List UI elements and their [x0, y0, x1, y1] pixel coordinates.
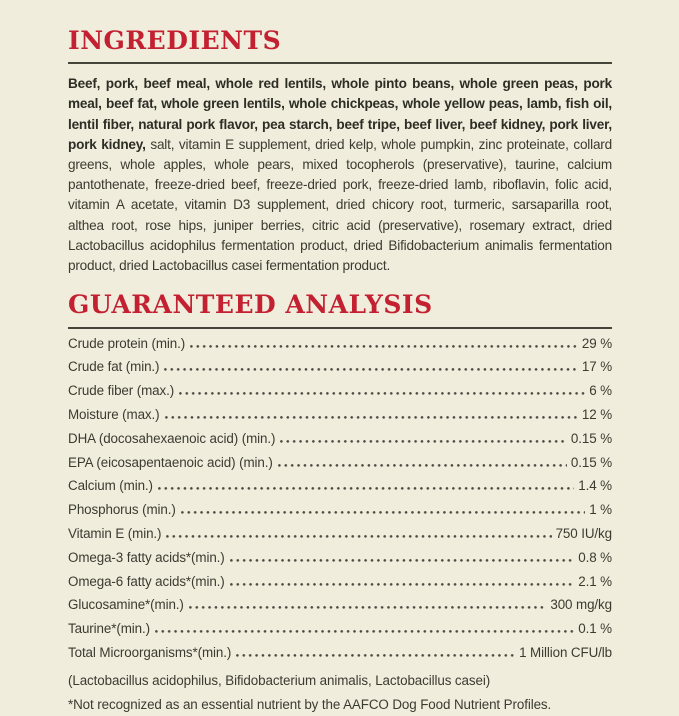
- row-label: Crude fat (min.): [68, 359, 160, 375]
- dot-leader: [190, 344, 578, 348]
- ingredients-regular-part: salt, vitamin E supplement, dried kelp, …: [68, 136, 612, 274]
- row-value: 1 Million CFU/lb: [519, 644, 612, 660]
- ingredients-bold-part: Beef, pork, beef meal, whole red lentils…: [68, 76, 612, 152]
- analysis-footnote: *Not recognized as an essential nutrient…: [68, 696, 552, 712]
- table-row: Crude fat (min.) 17 %: [68, 359, 612, 383]
- row-label: Taurine*(min.): [68, 621, 150, 637]
- row-label: Glucosamine*(min.): [68, 597, 184, 613]
- dot-leader: [236, 653, 516, 657]
- analysis-rule: [68, 326, 612, 329]
- table-row: DHA (docosahexaenoic acid) (min.) 0.15 %: [68, 431, 612, 455]
- dot-leader: [180, 511, 586, 515]
- dot-leader: [229, 582, 575, 586]
- table-row: EPA (eicosapentaenoic acid) (min.) 0.15 %: [68, 455, 612, 479]
- row-value: 0.15 %: [570, 454, 612, 470]
- row-value: 12 %: [581, 406, 612, 422]
- row-label: Total Microorganisms*(min.): [68, 644, 232, 660]
- row-value: 0.1 %: [578, 621, 612, 637]
- row-label: Phosphorus (min.): [68, 502, 176, 518]
- table-row: Taurine*(min.) 0.1 %: [68, 621, 612, 645]
- row-value: 0.15 %: [570, 430, 612, 446]
- dot-leader: [166, 534, 552, 538]
- table-row: Phosphorus (min.) 1 %: [68, 502, 612, 526]
- row-label: Omega-6 fatty acids*(min.): [68, 573, 225, 589]
- row-label: Crude protein (min.): [68, 335, 186, 351]
- row-value: 0.8 %: [578, 549, 612, 565]
- analysis-title: GUARANTEED ANALYSIS: [68, 290, 433, 320]
- ingredients-section: INGREDIENTS Beef, pork, beef meal, whole…: [68, 26, 612, 276]
- row-value: 300 mg/kg: [550, 597, 612, 613]
- row-label: EPA (eicosapentaenoic acid) (min.): [68, 454, 273, 470]
- dot-leader: [277, 463, 567, 467]
- dot-leader: [154, 630, 575, 634]
- dot-leader: [164, 368, 578, 372]
- row-value: 17 %: [581, 359, 612, 375]
- row-label: Omega-3 fatty acids*(min.): [68, 549, 225, 565]
- row-value: 6 %: [589, 383, 612, 399]
- table-row: Total Microorganisms*(min.) 1 Million CFU…: [68, 645, 612, 669]
- row-label: Calcium (min.): [68, 478, 153, 494]
- table-row: Moisture (max.) 12 %: [68, 407, 612, 431]
- row-value: 29 %: [581, 335, 612, 351]
- guaranteed-analysis-section: GUARANTEED ANALYSIS Crude protein (min.)…: [68, 292, 612, 716]
- dot-leader: [229, 558, 575, 562]
- dot-leader: [188, 606, 547, 610]
- table-row: Crude protein (min.) 29 %: [68, 336, 612, 360]
- analysis-subnote: (Lactobacillus acidophilus, Bifidobacter…: [68, 673, 491, 689]
- dot-leader: [157, 487, 575, 491]
- dot-leader: [164, 415, 578, 419]
- ingredients-text: Beef, pork, beef meal, whole red lentils…: [68, 74, 612, 276]
- row-label: Vitamin E (min.): [68, 525, 162, 541]
- analysis-table: Crude protein (min.) 29 % Crude fat (min.…: [68, 336, 612, 669]
- row-label: DHA (docosahexaenoic acid) (min.): [68, 430, 276, 446]
- row-label: Moisture (max.): [68, 406, 160, 422]
- row-value: 1.4 %: [578, 478, 612, 494]
- table-row: Calcium (min.) 1.4 %: [68, 478, 612, 502]
- table-row: Omega-6 fatty acids*(min.) 2.1 %: [68, 574, 612, 598]
- dot-leader: [280, 439, 567, 443]
- table-row: Vitamin E (min.) 750 IU/kg: [68, 526, 612, 550]
- row-label: Crude fiber (max.): [68, 383, 175, 399]
- table-row: Glucosamine*(min.) 300 mg/kg: [68, 597, 612, 621]
- table-row: Omega-3 fatty acids*(min.) 0.8 %: [68, 550, 612, 574]
- ingredients-title: INGREDIENTS: [68, 26, 282, 55]
- label-page: INGREDIENTS Beef, pork, beef meal, whole…: [68, 26, 612, 712]
- table-row: Crude fiber (max.) 6 %: [68, 383, 612, 407]
- row-value: 750 IU/kg: [555, 525, 613, 541]
- row-value: 1 %: [589, 502, 612, 518]
- ingredients-rule: [68, 62, 612, 65]
- row-value: 2.1 %: [578, 573, 612, 589]
- dot-leader: [179, 392, 586, 396]
